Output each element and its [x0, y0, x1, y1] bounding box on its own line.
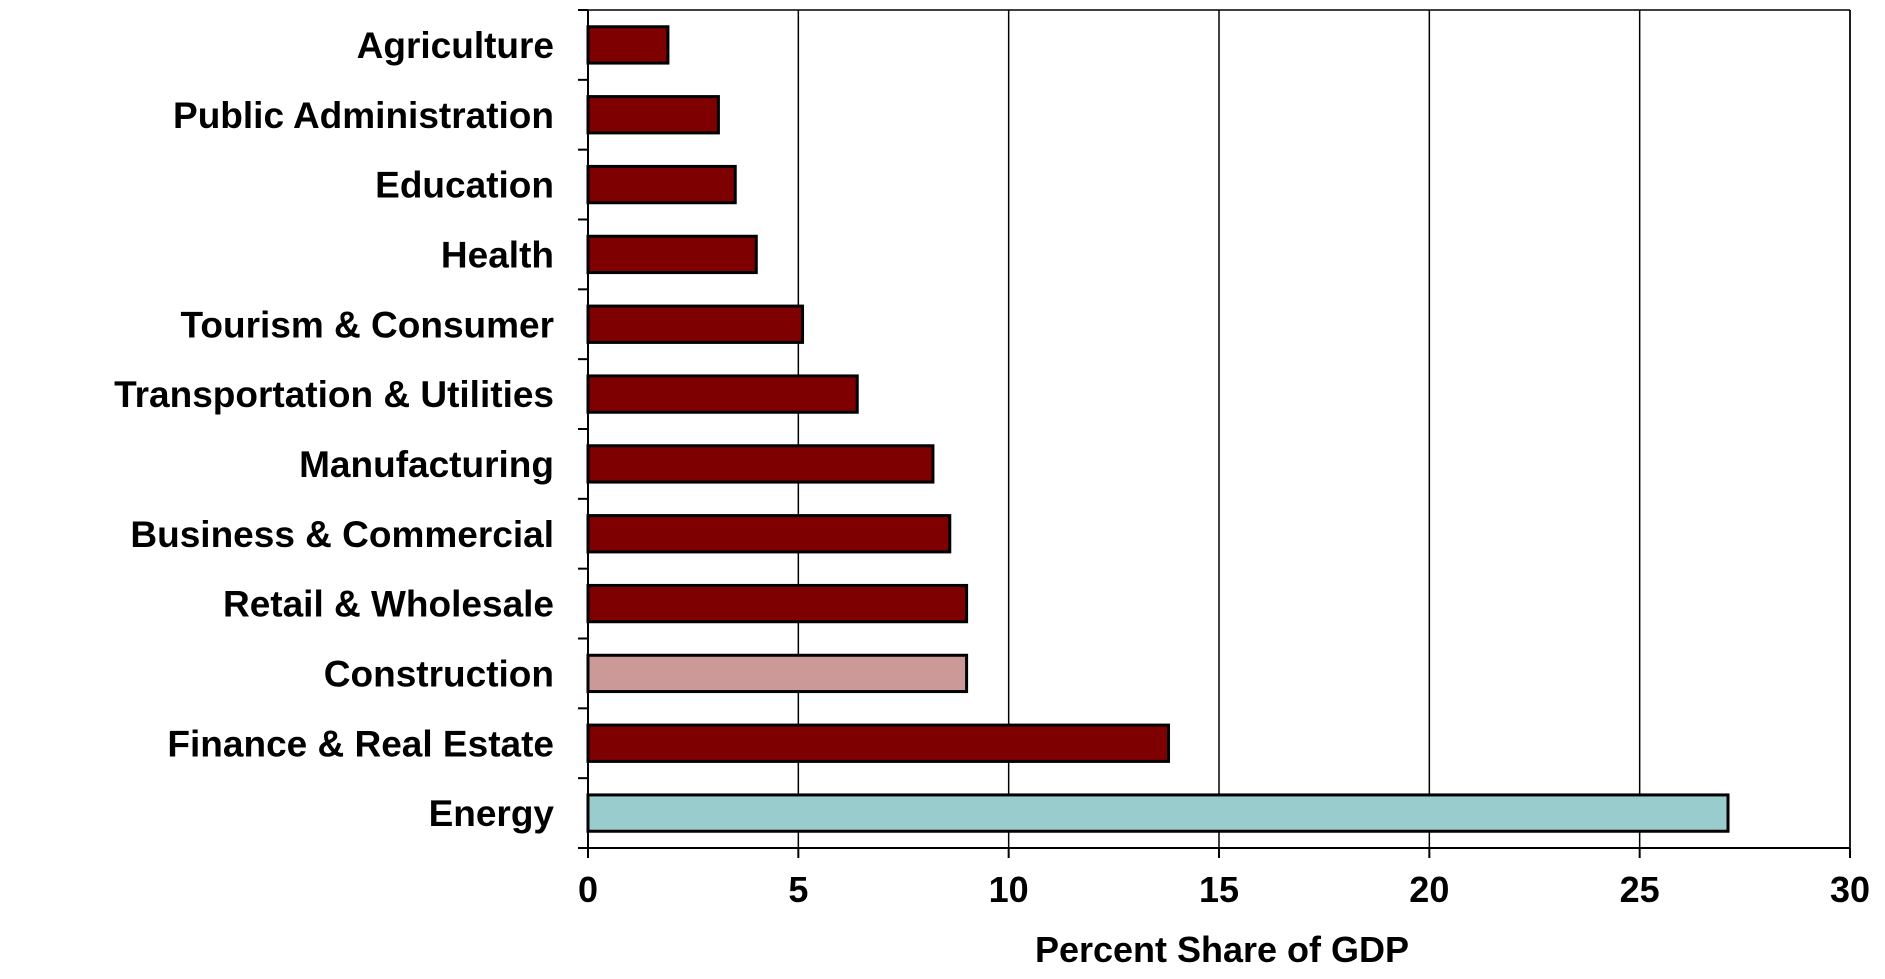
x-tick-label-30: 30	[1830, 869, 1870, 910]
category-label-finance-real-estate: Finance & Real Estate	[167, 723, 554, 764]
bar-manufacturing	[586, 444, 935, 484]
category-label-energy: Energy	[429, 793, 555, 834]
bars	[586, 25, 1730, 833]
category-label-retail-wholesale: Retail & Wholesale	[223, 584, 554, 625]
category-label-health: Health	[441, 234, 554, 275]
gridlines	[797, 10, 1851, 848]
category-label-business-commercial: Business & Commercial	[130, 514, 554, 555]
x-tick-label-0: 0	[578, 869, 598, 910]
bar-transportation-utilities	[586, 374, 859, 414]
category-label-transportation-utilities: Transportation & Utilities	[114, 374, 554, 415]
x-tick-labels: 0 5 10 15 20 25 30	[578, 869, 1870, 910]
x-tick-label-10: 10	[989, 869, 1029, 910]
axes	[578, 9, 1851, 858]
bar-construction	[586, 653, 969, 694]
bar-education	[586, 164, 737, 205]
category-label-public-administration: Public Administration	[173, 95, 554, 136]
x-tick-label-5: 5	[788, 869, 808, 910]
bar-finance-real-estate	[586, 723, 1171, 763]
category-label-tourism-consumer: Tourism & Consumer	[181, 304, 554, 345]
x-tick-label-15: 15	[1199, 869, 1239, 910]
x-axis-title: Percent Share of GDP	[1035, 929, 1409, 970]
bar-health	[586, 234, 758, 275]
bar-retail-wholesale	[586, 583, 969, 624]
category-label-manufacturing: Manufacturing	[299, 444, 554, 485]
x-tick-label-25: 25	[1620, 869, 1660, 910]
bar-public-administration	[586, 95, 720, 135]
category-labels: Agriculture Public Administration Educatio…	[114, 25, 554, 834]
bar-tourism-consumer	[586, 304, 805, 344]
x-tick-label-20: 20	[1409, 869, 1449, 910]
category-label-education: Education	[375, 165, 554, 206]
bar-agriculture	[586, 25, 670, 65]
bar-energy	[586, 793, 1730, 833]
category-label-agriculture: Agriculture	[357, 25, 554, 66]
category-label-construction: Construction	[324, 653, 554, 694]
bar-business-commercial	[586, 514, 952, 554]
